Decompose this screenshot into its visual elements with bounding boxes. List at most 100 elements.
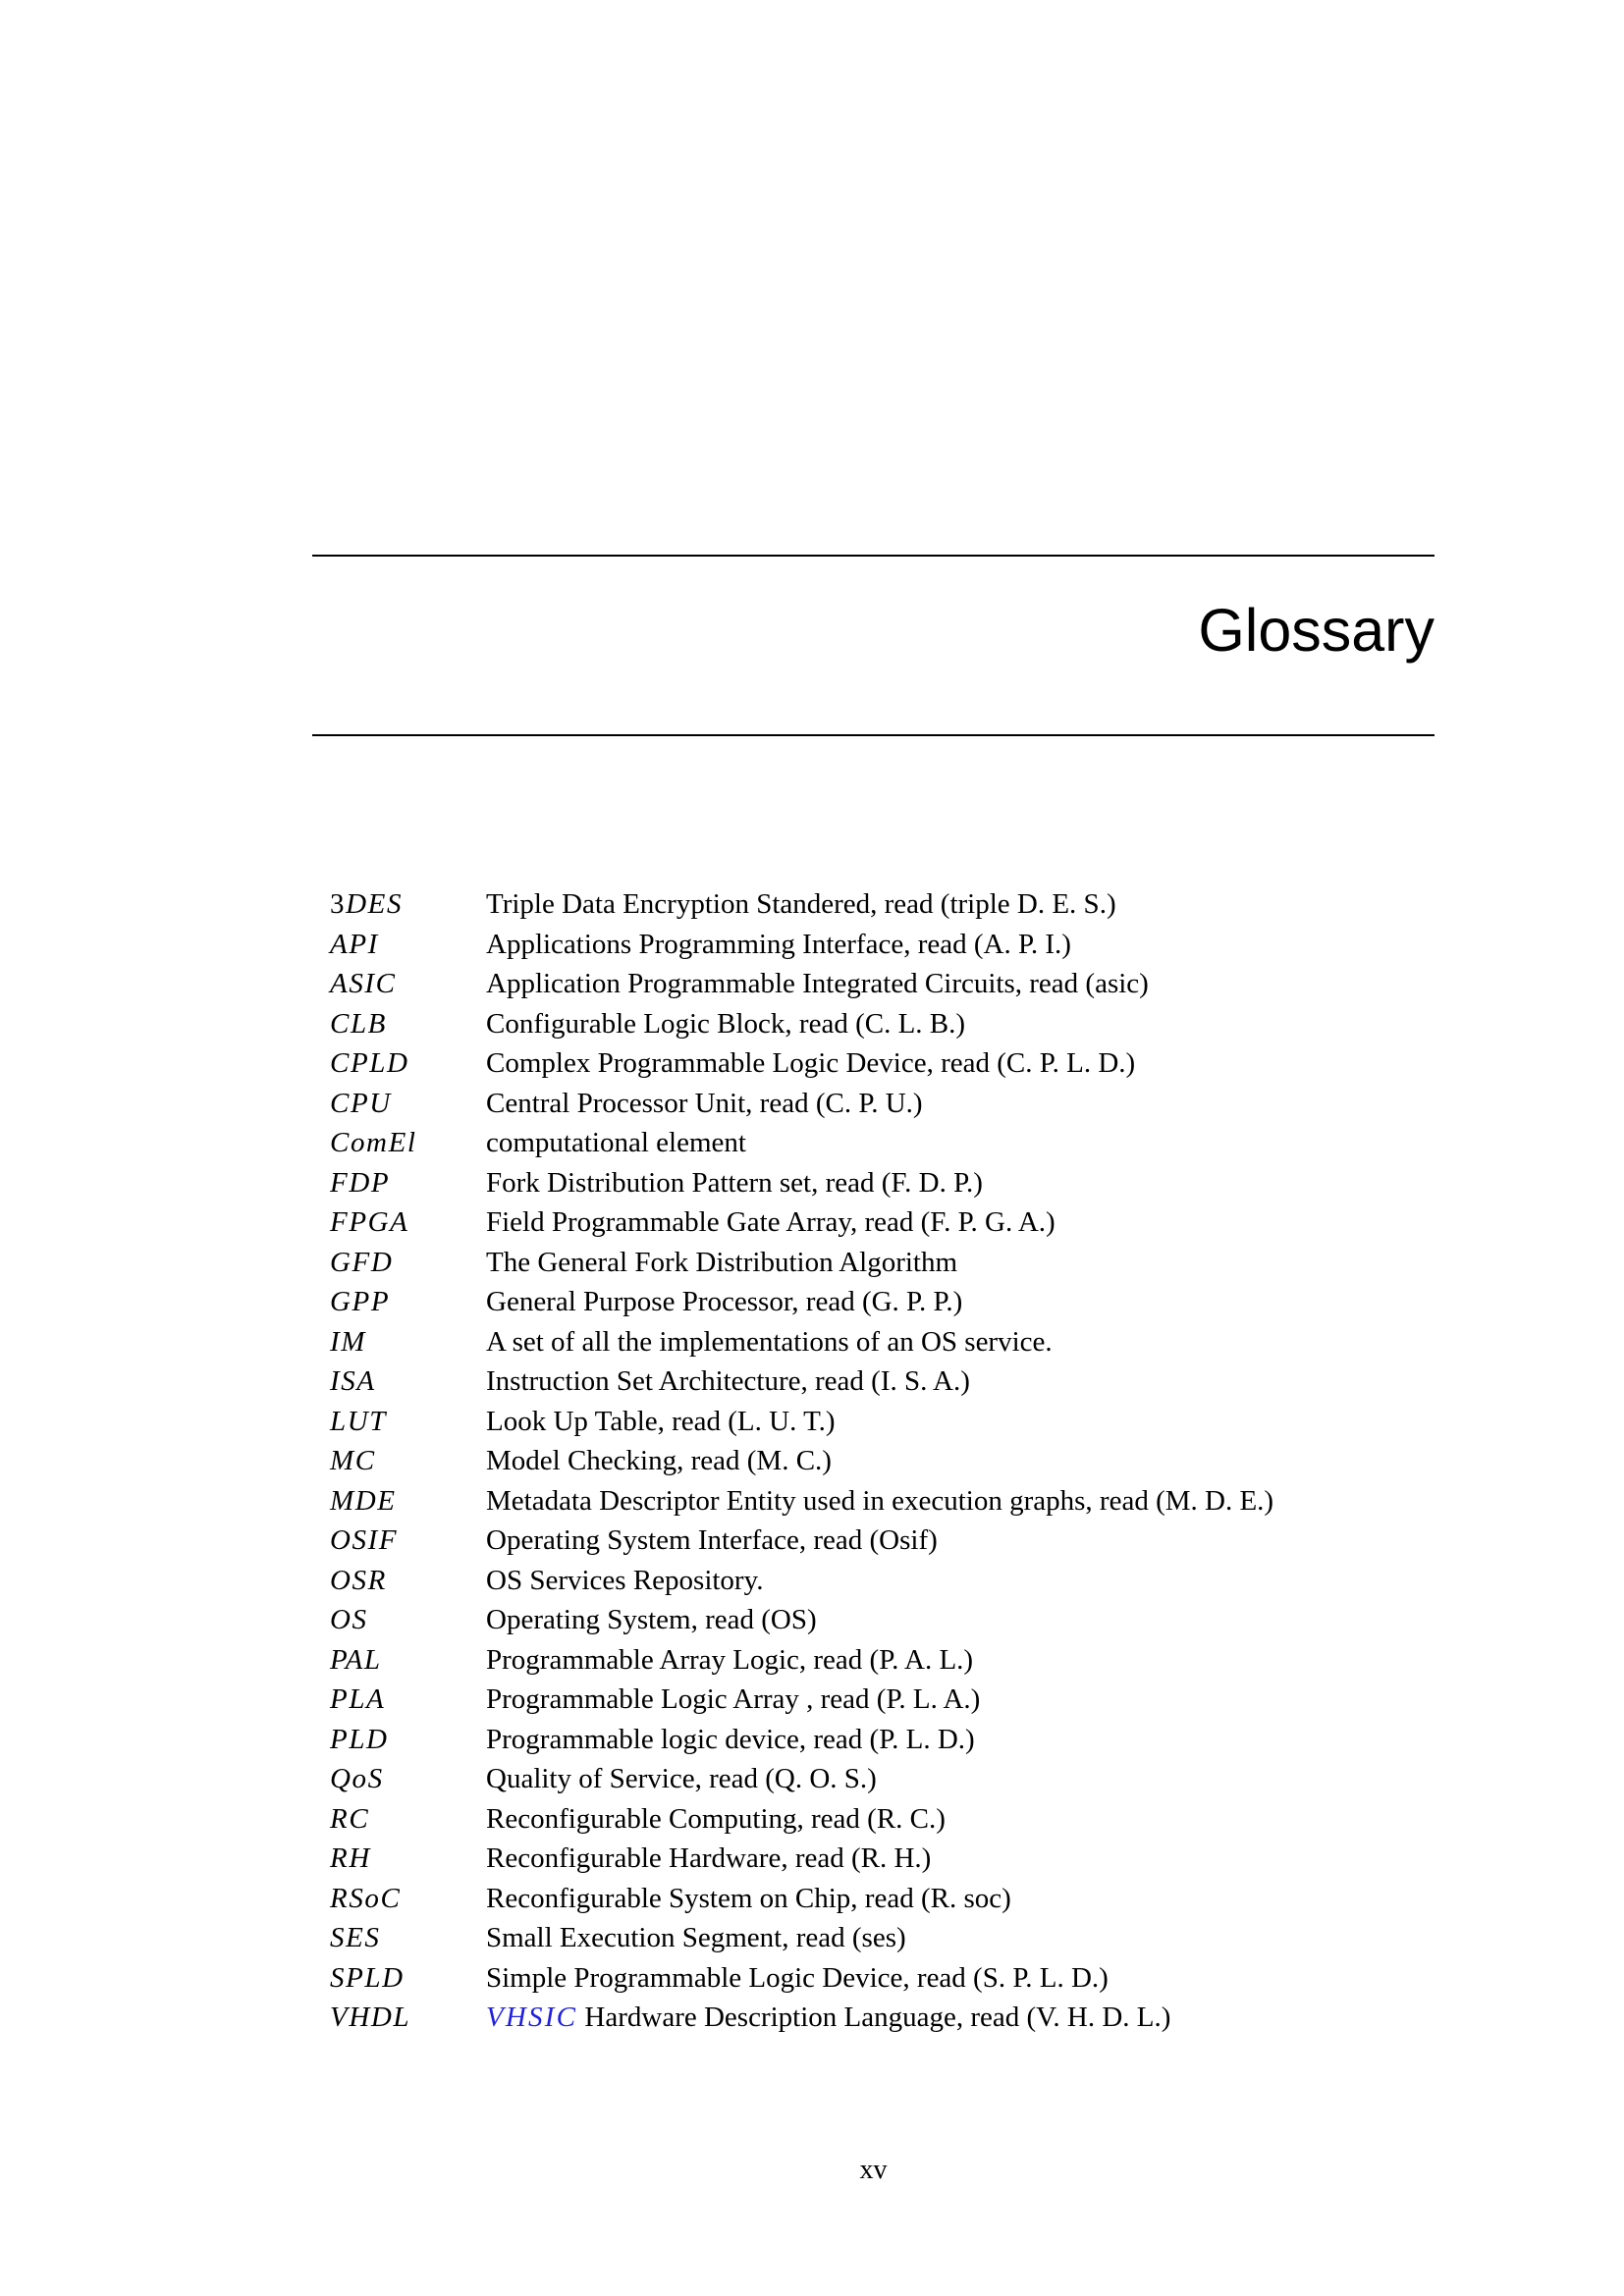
glossary-definition: A set of all the implementations of an O… (486, 1322, 1435, 1362)
glossary-definition-text: Programmable Array Logic, read (P. A. L.… (486, 1643, 974, 1676)
glossary-entry-row: SPLD Simple Programmable Logic Device, r… (312, 1958, 1435, 1999)
glossary-definition-text: Fork Distribution Pattern set, read (F. … (486, 1166, 983, 1199)
glossary-term: IM (312, 1322, 486, 1362)
glossary-term-italic: API (330, 928, 379, 960)
glossary-term-italic: SES (330, 1922, 381, 1953)
glossary-term-prefix: 3 (330, 888, 347, 920)
glossary-entry-row: 3DES Triple Data Encryption Standered, r… (312, 884, 1435, 925)
glossary-term: ComEl (312, 1123, 486, 1163)
glossary-entry-row: SES Small Execution Segment, read (ses) (312, 1918, 1435, 1958)
header-rule-bottom (312, 734, 1435, 736)
glossary-definition-text: Configurable Logic Block, read (C. L. B.… (486, 1007, 966, 1040)
glossary-definition-text: Central Processor Unit, read (C. P. U.) (486, 1087, 923, 1119)
glossary-term-italic: MC (330, 1445, 376, 1476)
glossary-definition-text: Hardware Description Language, read (V. … (577, 2002, 1171, 2033)
glossary-entry-row: LUT Look Up Table, read (L. U. T.) (312, 1402, 1435, 1442)
glossary-term-italic: PLD (330, 1723, 389, 1755)
glossary-definition: Programmable Array Logic, read (P. A. L.… (486, 1640, 1435, 1681)
glossary-term: FPGA (312, 1202, 486, 1243)
glossary-definition-text: Model Checking, read (M. C.) (486, 1445, 832, 1476)
page-title: Glossary (1198, 597, 1435, 664)
glossary-definition: Look Up Table, read (L. U. T.) (486, 1402, 1435, 1442)
glossary-definition-text: Reconfigurable Hardware, read (R. H.) (486, 1842, 932, 1874)
glossary-definition: Reconfigurable Hardware, read (R. H.) (486, 1839, 1435, 1879)
glossary-definition-text: The General Fork Distribution Algorithm (486, 1246, 958, 1278)
glossary-definition-text: OS Services Repository. (486, 1564, 764, 1596)
glossary-entry-row: OSIF Operating System Interface, read (O… (312, 1521, 1435, 1561)
glossary-definition-text: A set of all the implementations of an O… (486, 1325, 1053, 1358)
glossary-definition: Central Processor Unit, read (C. P. U.) (486, 1084, 1435, 1124)
glossary-entry-row: RSoC Reconfigurable System on Chip, read… (312, 1879, 1435, 1919)
header-rule-top (312, 555, 1435, 557)
glossary-definition-text: Triple Data Encryption Standered, read (… (486, 888, 1116, 920)
glossary-definition: General Purpose Processor, read (G. P. P… (486, 1282, 1435, 1322)
glossary-term: ASIC (312, 964, 486, 1004)
glossary-term-italic: FPGA (330, 1206, 409, 1238)
glossary-definition: Fork Distribution Pattern set, read (F. … (486, 1163, 1435, 1203)
glossary-entry-row: OS Operating System, read (OS) (312, 1600, 1435, 1640)
glossary-entry-row: CPLD Complex Programmable Logic Device, … (312, 1043, 1435, 1084)
glossary-definition: Programmable Logic Array , read (P. L. A… (486, 1680, 1435, 1720)
glossary-definition: Model Checking, read (M. C.) (486, 1441, 1435, 1481)
glossary-definition-text: Application Programmable Integrated Circ… (486, 968, 1149, 999)
glossary-term-italic: OSR (330, 1564, 387, 1596)
glossary-entry-row: FDP Fork Distribution Pattern set, read … (312, 1163, 1435, 1203)
glossary-definition-text: Look Up Table, read (L. U. T.) (486, 1405, 836, 1437)
glossary-list: 3DES Triple Data Encryption Standered, r… (312, 884, 1435, 2038)
glossary-term: VHDL (312, 1998, 486, 2038)
glossary-definition: Quality of Service, read (Q. O. S.) (486, 1759, 1435, 1799)
glossary-definition-text: General Purpose Processor, read (G. P. P… (486, 1286, 963, 1317)
glossary-entry-row: OSR OS Services Repository. (312, 1561, 1435, 1601)
glossary-entry-row: RC Reconfigurable Computing, read (R. C.… (312, 1799, 1435, 1840)
glossary-link-vhsic[interactable]: VHSIC (486, 2002, 578, 2033)
glossary-term-italic: CPLD (330, 1047, 409, 1079)
glossary-definition: Metadata Descriptor Entity used in execu… (486, 1481, 1435, 1522)
glossary-entry-row: RH Reconfigurable Hardware, read (R. H.) (312, 1839, 1435, 1879)
glossary-term-italic: ISA (330, 1365, 376, 1397)
glossary-definition: Programmable logic device, read (P. L. D… (486, 1720, 1435, 1760)
glossary-term: PAL (312, 1640, 486, 1681)
glossary-definition: Complex Programmable Logic Device, read … (486, 1043, 1435, 1084)
glossary-term: RH (312, 1839, 486, 1879)
glossary-entry-row: PLA Programmable Logic Array , read (P. … (312, 1680, 1435, 1720)
glossary-term-italic: SPLD (330, 1961, 405, 1994)
glossary-definition-text: computational element (486, 1127, 746, 1158)
glossary-entry-row: CPU Central Processor Unit, read (C. P. … (312, 1084, 1435, 1124)
glossary-definition-text: Reconfigurable System on Chip, read (R. … (486, 1882, 1011, 1914)
glossary-entry-row: ComEl computational element (312, 1123, 1435, 1163)
glossary-definition: Reconfigurable Computing, read (R. C.) (486, 1799, 1435, 1840)
glossary-term-italic: MDE (330, 1484, 397, 1517)
glossary-definition: computational element (486, 1123, 1435, 1163)
glossary-entry-row: API Applications Programming Interface, … (312, 925, 1435, 965)
glossary-entry-row: ISA Instruction Set Architecture, read (… (312, 1362, 1435, 1402)
glossary-term: RC (312, 1799, 486, 1840)
glossary-definition: Application Programmable Integrated Circ… (486, 964, 1435, 1004)
glossary-definition: Small Execution Segment, read (ses) (486, 1918, 1435, 1958)
glossary-definition: Operating System Interface, read (Osif) (486, 1521, 1435, 1561)
glossary-term: OS (312, 1600, 486, 1640)
glossary-definition: The General Fork Distribution Algorithm (486, 1243, 1435, 1283)
glossary-definition: Configurable Logic Block, read (C. L. B.… (486, 1004, 1435, 1044)
glossary-entry-row: GFD The General Fork Distribution Algori… (312, 1243, 1435, 1283)
glossary-term-italic: PLA (330, 1683, 386, 1715)
glossary-term: 3DES (312, 884, 486, 925)
glossary-term-italic: CLB (330, 1007, 387, 1040)
glossary-term: PLA (312, 1680, 486, 1720)
glossary-entry-row: GPP General Purpose Processor, read (G. … (312, 1282, 1435, 1322)
glossary-definition-text: Programmable logic device, read (P. L. D… (486, 1723, 975, 1755)
glossary-entry-row: MDE Metadata Descriptor Entity used in e… (312, 1481, 1435, 1522)
glossary-entry-row: CLB Configurable Logic Block, read (C. L… (312, 1004, 1435, 1044)
glossary-term: SPLD (312, 1958, 486, 1999)
glossary-definition-text: Small Execution Segment, read (ses) (486, 1922, 906, 1953)
glossary-definition: VHSIC Hardware Description Language, rea… (486, 1998, 1435, 2038)
glossary-term: GFD (312, 1243, 486, 1283)
glossary-definition-text: Programmable Logic Array , read (P. L. A… (486, 1683, 981, 1715)
glossary-definition: Operating System, read (OS) (486, 1600, 1435, 1640)
glossary-term-italic: OS (330, 1604, 368, 1635)
glossary-entry-row: IM A set of all the implementations of a… (312, 1322, 1435, 1362)
glossary-term-italic: LUT (330, 1405, 387, 1437)
glossary-definition-text: Reconfigurable Computing, read (R. C.) (486, 1802, 946, 1835)
glossary-term-italic: PAL (330, 1643, 382, 1676)
glossary-definition-text: Quality of Service, read (Q. O. S.) (486, 1763, 877, 1794)
